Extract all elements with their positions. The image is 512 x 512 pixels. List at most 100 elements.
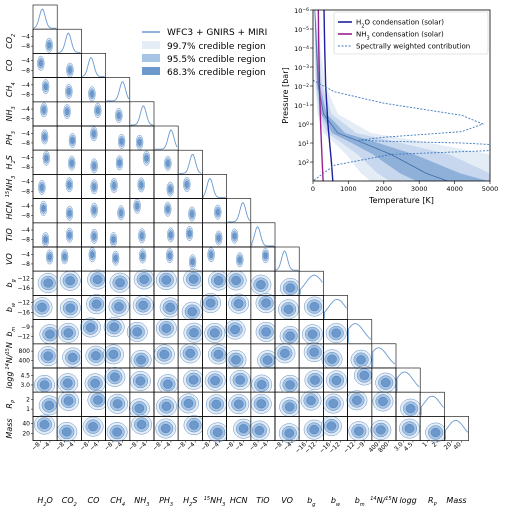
corner-panel xyxy=(370,416,397,441)
x-tick-label: −8 xyxy=(272,441,283,452)
corner-panel xyxy=(153,246,179,272)
label-base: b xyxy=(331,496,336,505)
contour-683 xyxy=(70,137,75,144)
x-tick-label: −8 xyxy=(55,441,66,452)
label-sub: 3 xyxy=(367,36,370,42)
label-base: TiO xyxy=(5,228,14,241)
contour-683 xyxy=(327,354,337,364)
corner-panel xyxy=(153,149,179,175)
contour-683 xyxy=(115,278,125,288)
y-axis-label-CH4: CH4 xyxy=(5,82,17,97)
corner-panel xyxy=(395,391,421,419)
contour-683 xyxy=(331,375,342,385)
contour-683 xyxy=(44,154,49,162)
contour-683 xyxy=(310,375,320,385)
panel-frame xyxy=(395,367,421,393)
y-axis-label-15NH3: 15NH3 xyxy=(5,176,17,198)
contour-683 xyxy=(92,130,96,138)
label-base: NH xyxy=(5,179,14,191)
corner-panel xyxy=(56,222,82,248)
contour-683 xyxy=(85,322,96,333)
corner-panel xyxy=(250,343,278,371)
x-axis-label-b_w: bw xyxy=(331,496,341,508)
contour-683 xyxy=(112,399,123,409)
y-axis-label-Mass: Mass xyxy=(5,418,14,438)
contour-683 xyxy=(114,302,124,312)
label-base: H xyxy=(5,163,14,169)
marginal-curve-Mass xyxy=(444,419,468,440)
contour-683 xyxy=(210,376,220,386)
contour-683 xyxy=(42,106,46,114)
corner-panel xyxy=(103,343,131,369)
y-tick-label: −16 xyxy=(17,309,30,316)
contour-683 xyxy=(47,41,51,49)
y-tick-label: 800 xyxy=(19,348,31,355)
label-base: logg xyxy=(5,371,14,388)
contour-683 xyxy=(140,252,145,260)
corner-panel xyxy=(105,125,131,151)
panel-frame xyxy=(105,77,131,103)
x-tick-label: −12 xyxy=(304,441,318,455)
label-base: NH xyxy=(134,496,146,505)
label-base: HCN xyxy=(5,202,14,220)
corner-panel xyxy=(371,367,397,393)
y-tick-label: 4.5 xyxy=(20,372,30,379)
label-sub: 3 xyxy=(11,106,17,109)
tick-base: 10 xyxy=(298,140,306,148)
corner-panel xyxy=(32,28,58,54)
corner-panel xyxy=(250,319,277,345)
corner-panel xyxy=(177,198,203,224)
panel-frame xyxy=(202,174,227,199)
corner-panel xyxy=(202,319,227,345)
contour-683 xyxy=(352,395,362,405)
corner-panel xyxy=(274,295,300,320)
y-tick-label: −8 xyxy=(21,188,30,195)
corner-panel xyxy=(249,416,276,441)
contour-683 xyxy=(139,274,149,284)
corner-panel xyxy=(323,319,348,345)
corner-panel xyxy=(250,293,277,320)
corner-panel xyxy=(81,53,106,78)
corner-panel xyxy=(274,246,300,272)
label-base: H xyxy=(183,496,189,505)
contour-683 xyxy=(331,328,341,338)
corner-panel xyxy=(226,293,252,320)
contour-683 xyxy=(108,349,119,359)
x-tick-label: 2 xyxy=(431,441,439,449)
marginal-curve-H2O xyxy=(33,8,57,29)
label-base: H xyxy=(356,19,361,27)
x-tick-label: −4 xyxy=(89,441,100,452)
corner-panel xyxy=(81,367,106,394)
x-axis-label-logg: logg xyxy=(399,496,416,505)
contour-683 xyxy=(256,399,267,409)
corner-panel xyxy=(322,391,348,417)
label-base: N/ xyxy=(5,353,14,363)
corner-panel xyxy=(202,270,229,296)
contour-683 xyxy=(212,427,223,437)
tick-base: 10 xyxy=(298,159,306,167)
y-axis-label-logg: logg xyxy=(5,371,14,388)
contour-683 xyxy=(62,253,67,261)
contour-683 xyxy=(205,298,216,308)
contour-683 xyxy=(134,403,145,413)
x-axis-label-H2O: H2O xyxy=(37,496,53,508)
x-tick-label: −4 xyxy=(113,441,124,452)
y-tick-label: −12 xyxy=(17,334,30,341)
label-rest: S xyxy=(192,496,197,505)
corner-panel xyxy=(81,294,107,320)
label-base: H xyxy=(37,496,43,505)
contour-683 xyxy=(90,378,100,388)
label-sub: P xyxy=(11,400,17,403)
contour-683 xyxy=(39,380,50,390)
corner-panel xyxy=(177,295,203,322)
contour-683 xyxy=(111,236,116,244)
corner-panel xyxy=(153,222,179,248)
contour-683 xyxy=(231,355,241,365)
corner-panel xyxy=(81,174,106,199)
profile-median-line xyxy=(314,9,448,182)
corner-panel xyxy=(177,269,204,296)
legend-patch-swatch xyxy=(142,54,160,62)
y-tick-label: 40 xyxy=(22,421,30,428)
corner-panel xyxy=(105,222,131,248)
contour-683 xyxy=(230,325,240,335)
